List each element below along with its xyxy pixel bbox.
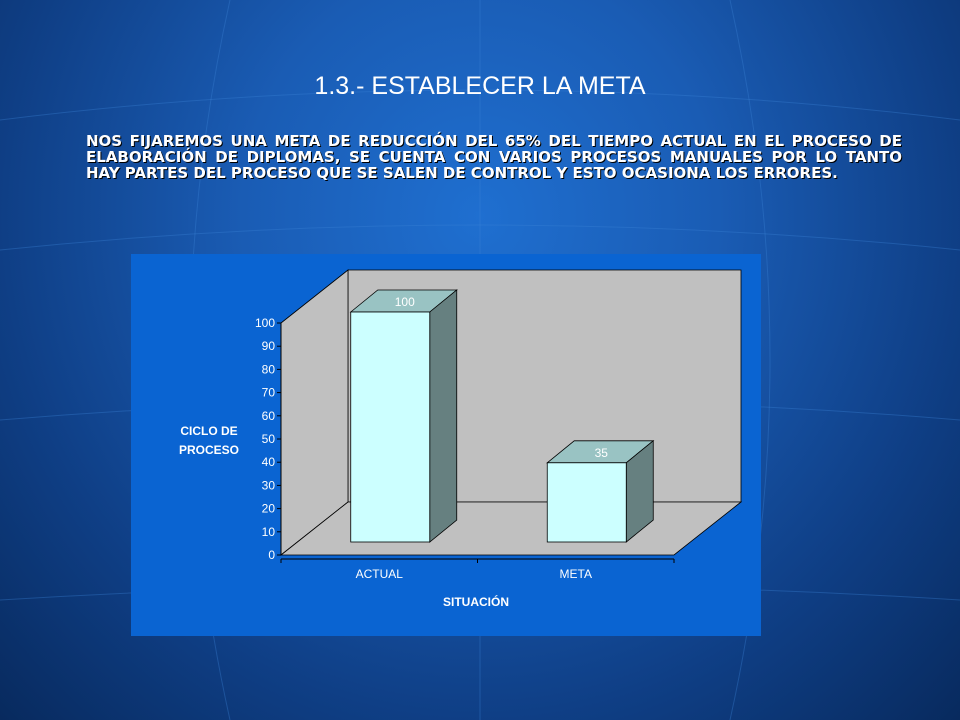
x-tick-label: META — [560, 567, 592, 581]
bars: 100 35 — [349, 289, 655, 543]
y-tick-label: 30 — [262, 478, 276, 492]
x-axis-title: SITUACIÓN — [443, 594, 509, 609]
y-tick-label: 60 — [262, 409, 276, 423]
bar-meta — [546, 462, 627, 543]
y-tick-label: 0 — [268, 548, 275, 562]
y-tick-label: 70 — [262, 386, 276, 400]
y-tick-label: 90 — [262, 339, 276, 353]
plot-floor — [279, 501, 743, 556]
y-tick-label: 50 — [262, 432, 276, 446]
y-axis-title-line-2: PROCESO — [179, 443, 239, 457]
slide-title: 1.3.- ESTABLECER LA META — [314, 72, 646, 100]
y-tick-label: 80 — [262, 362, 276, 376]
y-tick-label: 10 — [262, 525, 276, 539]
bar-side-face — [429, 289, 458, 543]
bar-actual — [350, 311, 431, 543]
data-label: 35 — [595, 446, 609, 460]
x-tick-label: ACTUAL — [356, 567, 404, 581]
y-ticks: 0 10 20 30 40 50 60 70 80 90 100 — [255, 316, 281, 562]
y-tick-label: 20 — [262, 502, 276, 516]
x-ticks: ACTUAL META — [280, 559, 675, 581]
y-axis-title-line-1: CICLO DE — [180, 424, 237, 438]
y-tick-label: 100 — [255, 316, 275, 330]
data-label: 100 — [395, 295, 415, 309]
chart-panel: 0 10 20 30 40 50 60 70 80 90 100 100 35 ACTUAL META … — [131, 254, 761, 636]
y-tick-label: 40 — [262, 455, 276, 469]
slide-paragraph: NOS FIJAREMOS UNA META DE REDUCCIÓN DEL … — [86, 132, 902, 182]
